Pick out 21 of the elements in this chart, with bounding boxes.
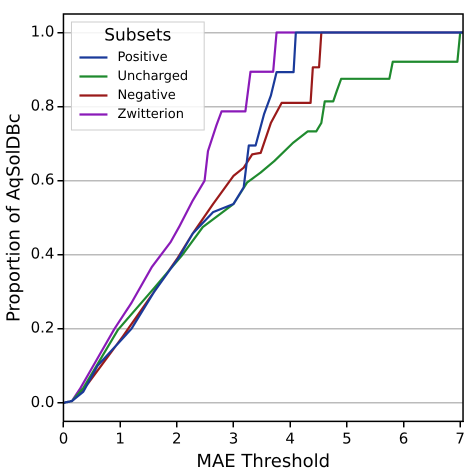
y-tick-label: 0.0: [30, 392, 54, 411]
x-tick-label: 5: [342, 429, 352, 448]
y-tick-label: 0.4: [30, 244, 54, 263]
x-tick-label: 1: [115, 429, 125, 448]
legend-label: Uncharged: [117, 68, 188, 84]
y-axis-title: Proportion of AqSolDBc: [3, 113, 24, 322]
x-tick-label: 0: [58, 429, 68, 448]
x-tick-label: 2: [172, 429, 182, 448]
x-tick-label: 3: [228, 429, 238, 448]
legend-label: Negative: [117, 88, 176, 103]
legend-label: Positive: [117, 50, 168, 65]
x-axis-title: MAE Threshold: [196, 450, 330, 472]
legend-title: Subsets: [104, 25, 172, 46]
y-tick-label: 0.8: [30, 96, 54, 114]
y-tick-label: 1.0: [30, 22, 54, 40]
x-tick-label: 6: [398, 429, 408, 448]
y-tick-label: 0.6: [30, 170, 54, 189]
x-tick-label: 7: [455, 429, 465, 448]
y-tick-label: 0.2: [30, 318, 54, 337]
x-tick-label: 4: [285, 429, 295, 448]
legend-label: Zwitterion: [117, 106, 184, 122]
